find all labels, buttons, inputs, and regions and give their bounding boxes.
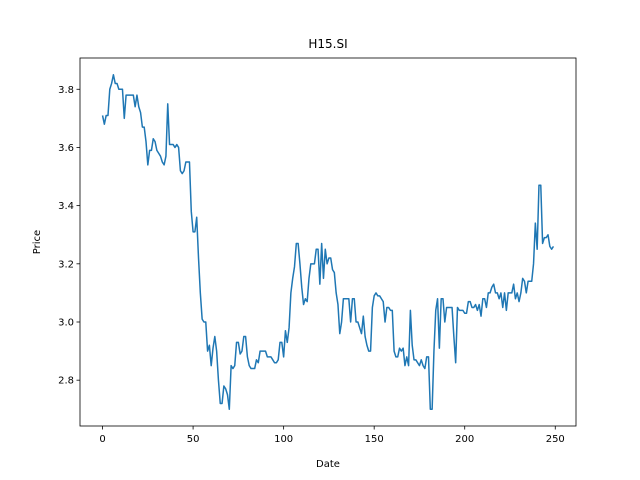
x-tick-label: 100 (274, 434, 293, 445)
x-axis-label: Date (316, 459, 340, 470)
x-tick-label: 50 (187, 434, 200, 445)
x-tick-label: 0 (99, 434, 105, 445)
chart-title: H15.SI (308, 37, 347, 51)
y-tick-label: 3.8 (58, 85, 74, 96)
y-axis-label: Price (32, 230, 43, 254)
plot-frame (79, 57, 577, 427)
x-tick-label: 250 (546, 434, 565, 445)
y-tick-label: 3.0 (58, 318, 74, 329)
x-tick-label: 150 (365, 434, 384, 445)
y-tick-label: 3.6 (58, 143, 74, 154)
y-tick-label: 3.2 (58, 259, 74, 270)
x-tick-label: 200 (455, 434, 474, 445)
line-series (101, 73, 555, 411)
y-tick-label: 2.8 (58, 376, 74, 387)
y-tick-label: 3.4 (58, 201, 74, 212)
